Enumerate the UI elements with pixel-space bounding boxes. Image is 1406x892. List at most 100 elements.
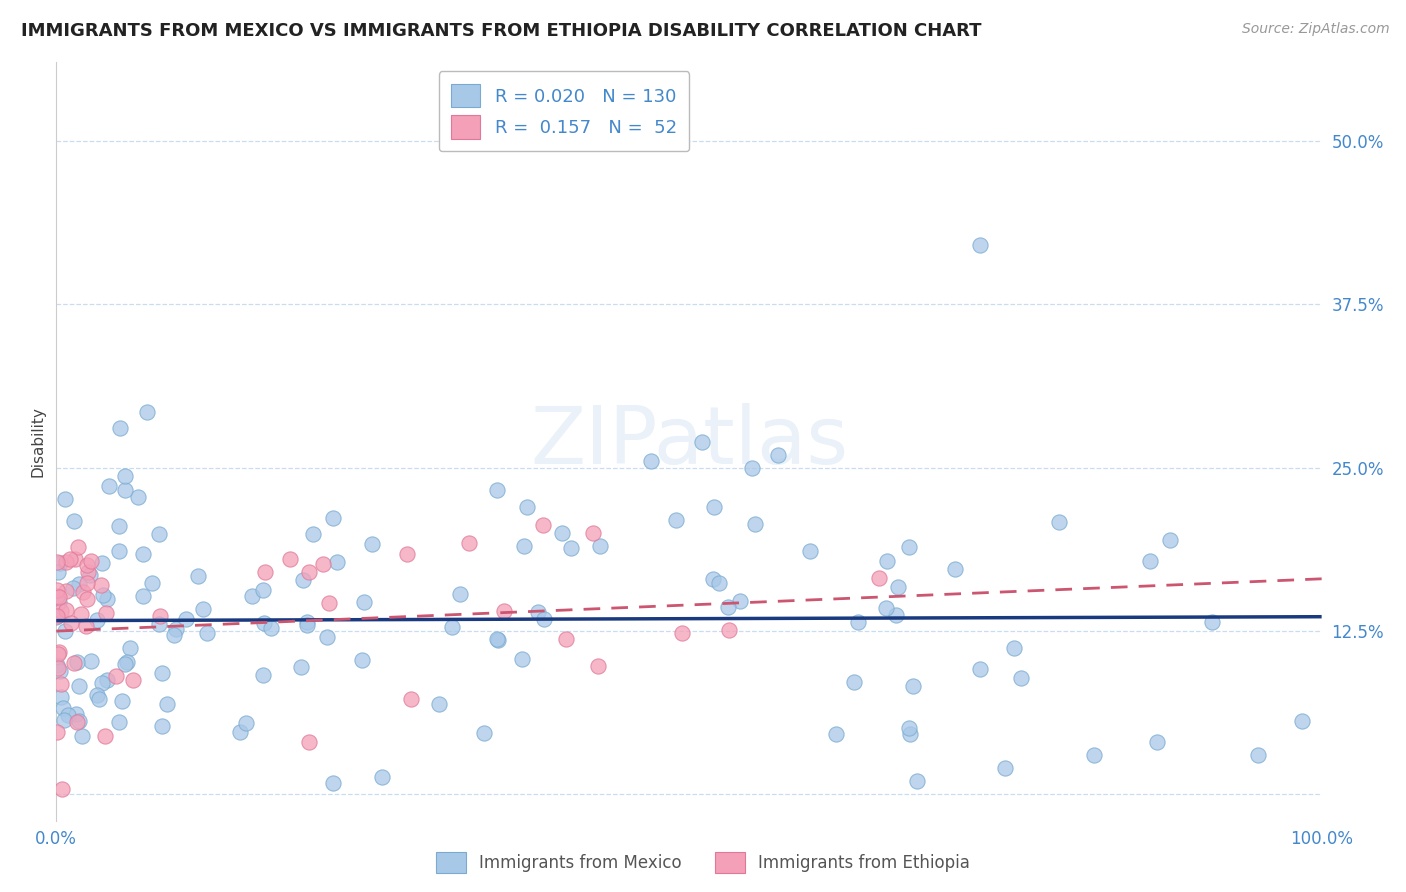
Point [298, 735, 321, 749]
Point [360, 537, 382, 551]
Point [492, 604, 515, 618]
Point [640, 454, 662, 468]
Point [486, 632, 509, 646]
Point [62, 581, 84, 595]
Point [46, 590, 69, 604]
Point [53, 624, 76, 638]
Point [903, 679, 925, 693]
Point [65, 707, 87, 722]
Point [135, 405, 157, 419]
Point [51, 781, 73, 796]
Point [52, 701, 75, 715]
Point [91, 556, 114, 570]
Point [86, 688, 108, 702]
Point [322, 511, 344, 525]
Point [150, 665, 173, 680]
Point [253, 566, 276, 580]
Point [326, 555, 349, 569]
Point [1146, 735, 1168, 749]
Point [165, 622, 187, 636]
Point [114, 468, 136, 483]
Point [898, 721, 921, 735]
Point [108, 544, 131, 558]
Point [49, 690, 72, 705]
Text: ZIPatlas: ZIPatlas [530, 402, 848, 481]
Point [396, 547, 419, 561]
Point [76, 566, 98, 580]
Point [46, 661, 69, 675]
Point [278, 551, 301, 566]
Point [533, 612, 555, 626]
Point [513, 539, 536, 553]
Point [94, 607, 117, 621]
Point [46, 565, 69, 579]
Point [868, 571, 890, 585]
Point [46, 609, 69, 624]
Point [76, 576, 98, 591]
Point [67, 680, 90, 694]
Point [316, 630, 339, 644]
Point [59, 552, 82, 566]
Point [582, 526, 605, 541]
Point [943, 562, 966, 576]
Point [45, 610, 67, 624]
Point [96, 673, 118, 687]
Text: Source: ZipAtlas.com: Source: ZipAtlas.com [1241, 22, 1389, 37]
Text: IMMIGRANTS FROM MEXICO VS IMMIGRANTS FROM ETHIOPIA DISABILITY CORRELATION CHART: IMMIGRANTS FROM MEXICO VS IMMIGRANTS FRO… [21, 22, 981, 40]
Legend: R = 0.020   N = 130, R =  0.157   N =  52: R = 0.020 N = 130, R = 0.157 N = 52 [439, 71, 689, 152]
Point [589, 539, 612, 553]
Point [114, 483, 136, 497]
Point [371, 770, 394, 784]
Point [1139, 554, 1161, 568]
Point [107, 714, 129, 729]
Point [111, 694, 134, 708]
Point [242, 589, 264, 603]
Point [290, 660, 312, 674]
Point [728, 594, 751, 608]
Point [744, 516, 766, 531]
Point [472, 726, 495, 740]
Point [197, 625, 219, 640]
Point [260, 621, 283, 635]
Point [48, 590, 70, 604]
Point [46, 725, 69, 739]
Point [94, 729, 117, 743]
Point [65, 552, 87, 566]
Point [80, 554, 103, 568]
Point [449, 587, 471, 601]
Point [127, 490, 149, 504]
Point [718, 623, 741, 637]
Point [67, 714, 90, 729]
Point [66, 714, 89, 729]
Point [174, 612, 197, 626]
Point [702, 572, 724, 586]
Point [1247, 748, 1270, 763]
Point [56, 708, 79, 723]
Point [46, 647, 69, 661]
Point [252, 667, 274, 681]
Point [55, 555, 77, 569]
Point [55, 584, 77, 599]
Point [690, 434, 713, 449]
Point [312, 557, 335, 571]
Point [46, 582, 69, 597]
Point [1002, 641, 1025, 656]
Point [703, 500, 725, 514]
Point [108, 421, 131, 435]
Point [253, 616, 276, 631]
Point [235, 716, 257, 731]
Point [488, 633, 510, 648]
Point [457, 536, 479, 550]
Point [191, 602, 214, 616]
Point [1291, 714, 1313, 728]
Point [187, 569, 209, 583]
Point [846, 615, 869, 629]
Point [586, 658, 609, 673]
Point [555, 632, 578, 646]
Point [884, 608, 907, 623]
Point [440, 620, 463, 634]
Point [132, 547, 155, 561]
Point [717, 599, 740, 614]
Point [318, 596, 340, 610]
Point [62, 514, 84, 528]
